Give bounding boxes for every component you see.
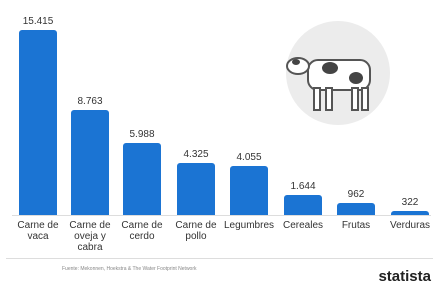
data-label: 4.055 [219,152,279,163]
x-tick-label: Verduras [383,220,437,231]
baseline [12,215,431,216]
bar [71,110,109,215]
x-tick-label: Frutas [329,220,383,231]
bar [230,166,268,215]
bar [123,143,161,215]
x-tick-label: Carne de oveja y cabra [63,220,117,253]
data-label: 322 [380,197,439,208]
data-label: 1.644 [273,181,333,192]
footer-line [6,258,433,259]
bar [284,195,322,215]
brand-logo: statista [378,268,431,285]
x-tick-label: Carne de vaca [11,220,65,242]
bar [19,30,57,215]
bar [391,211,429,215]
x-tick-label: Legumbres [222,220,276,231]
data-label: 962 [326,189,386,200]
data-label: 8.763 [60,96,120,107]
bar [337,203,375,215]
x-tick-label: Carne de cerdo [115,220,169,242]
cow-illustration [270,18,410,128]
data-label: 15.415 [8,16,68,27]
bar [177,163,215,215]
x-tick-label: Carne de pollo [169,220,223,242]
data-label: 4.325 [166,149,226,160]
data-label: 5.988 [112,129,172,140]
x-tick-label: Cereales [276,220,330,231]
chart: Fuente: Mekonnen, Hoekstra & The Water F… [0,0,439,288]
source: Fuente: Mekonnen, Hoekstra & The Water F… [62,266,312,272]
